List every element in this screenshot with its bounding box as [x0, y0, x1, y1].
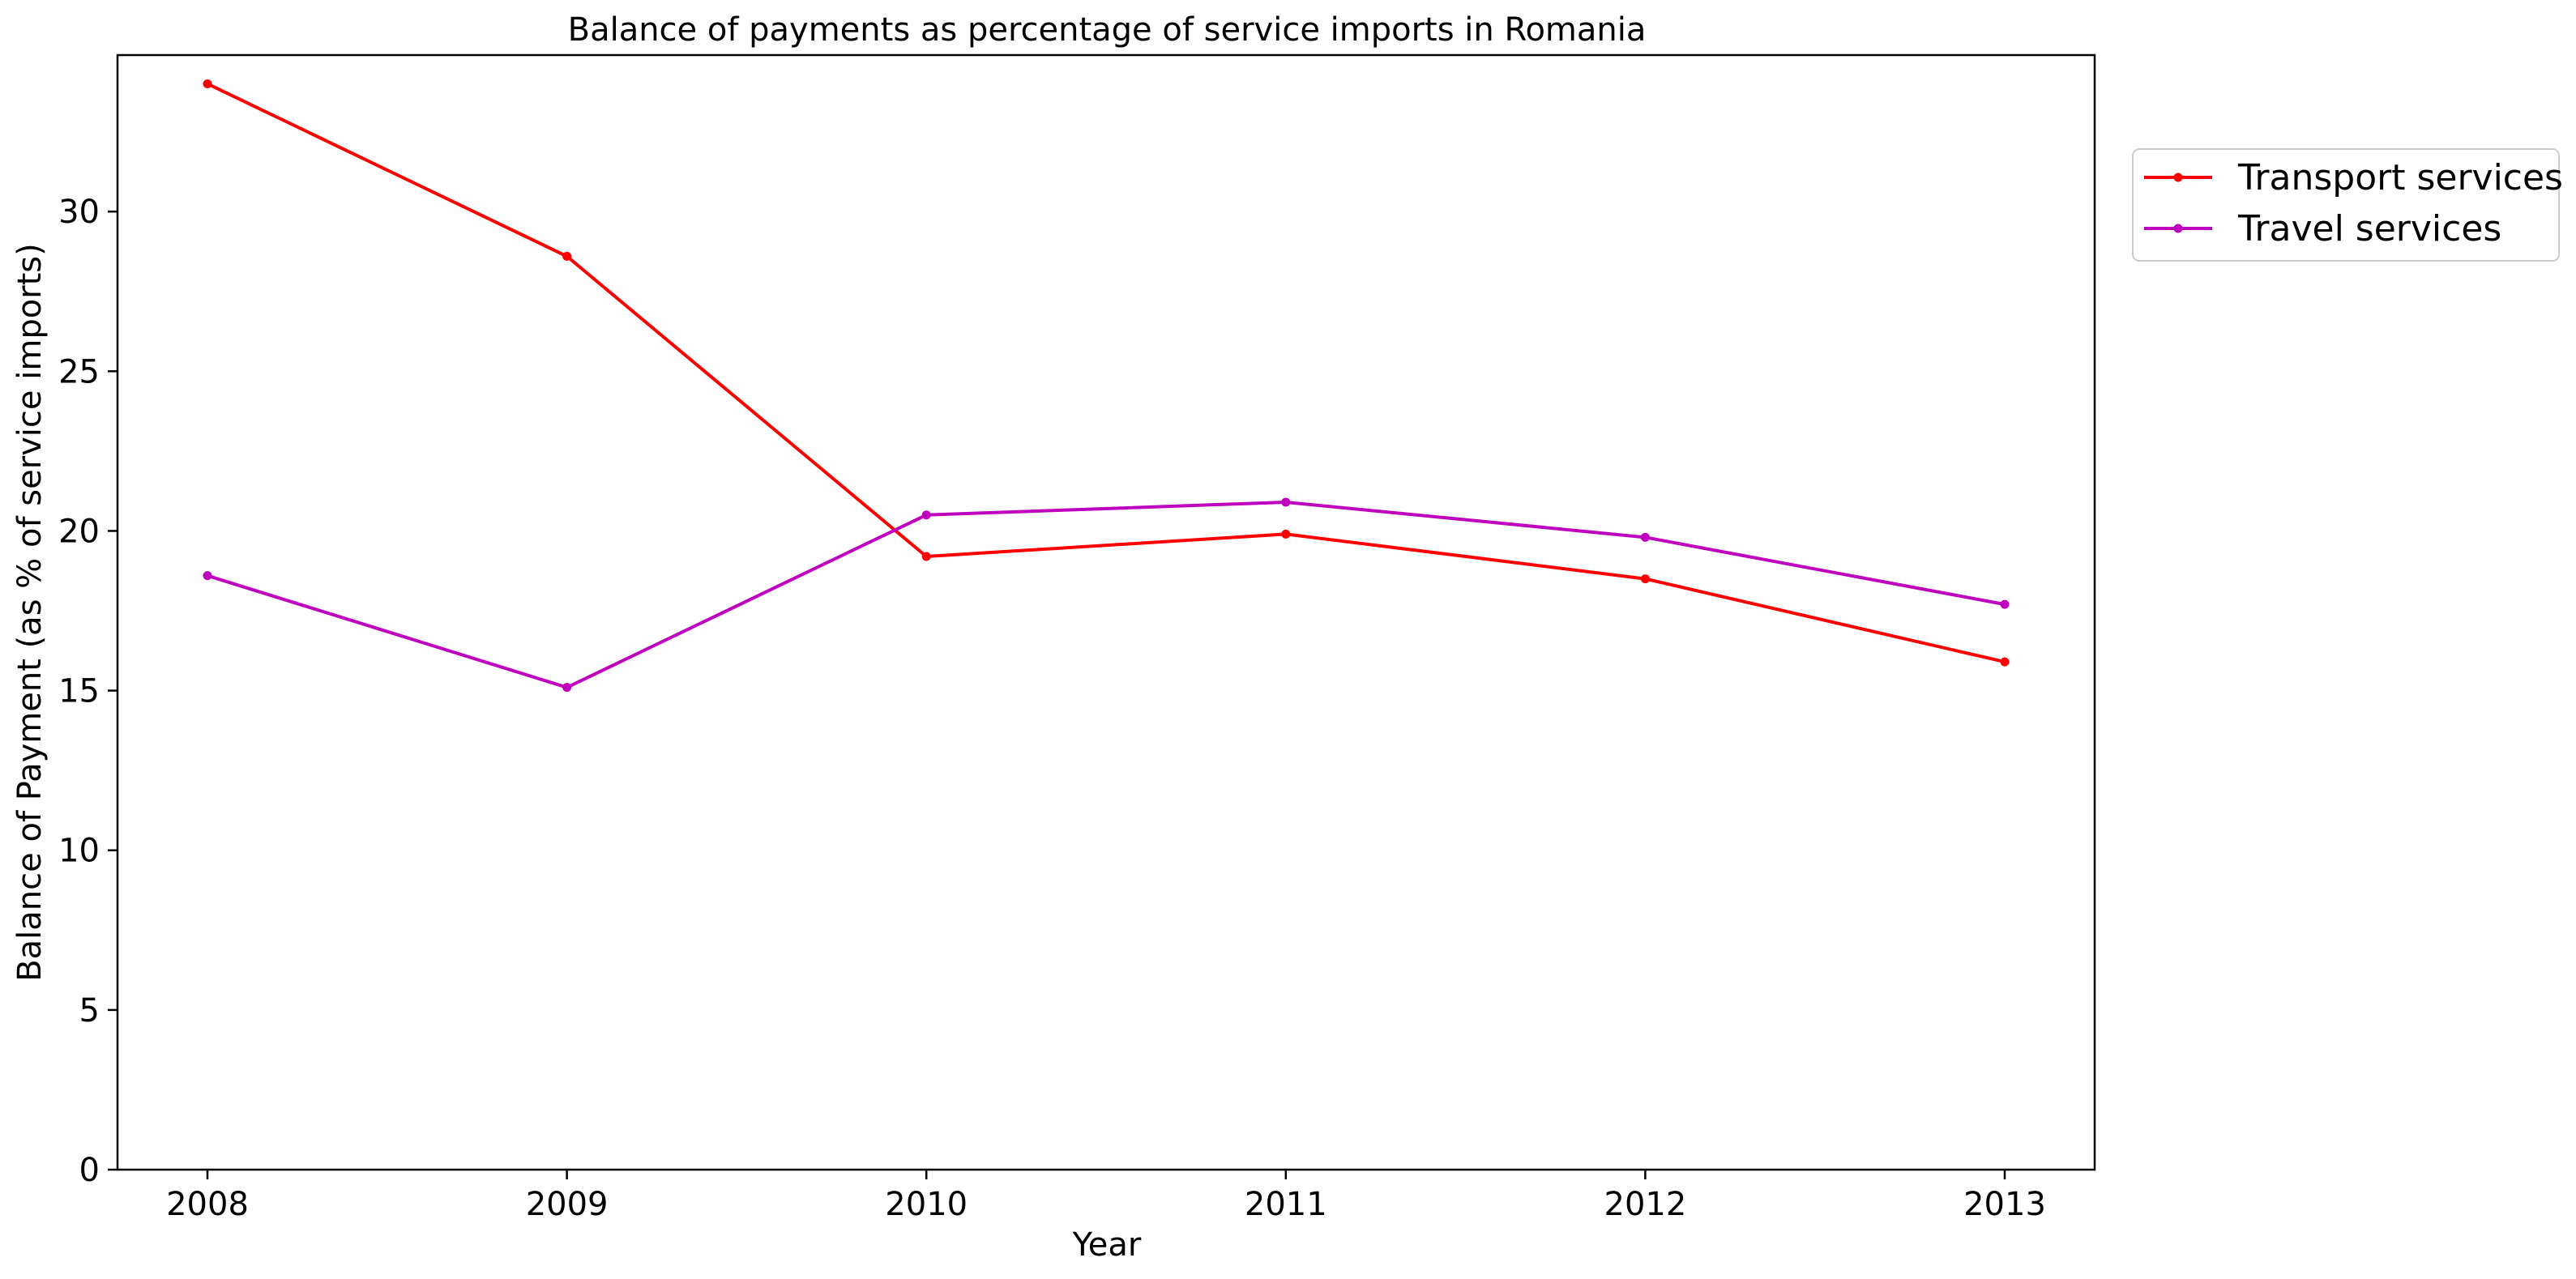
series-layer: [203, 79, 2010, 693]
data-point: [1640, 532, 1650, 542]
series-line: [207, 82, 2006, 664]
data-point: [203, 571, 212, 581]
legend-item: Travel services: [2144, 208, 2501, 249]
y-tick-label: 30: [58, 194, 100, 231]
data-point: [203, 79, 212, 88]
y-axis-label: Balance of Payment (as % of service impo…: [11, 243, 49, 982]
x-tick-label: 2013: [1963, 1186, 2046, 1223]
legend-marker: [2173, 224, 2183, 233]
series-transport-services: [203, 79, 2010, 667]
legend-item: Transport services: [2144, 157, 2563, 198]
y-tick-label: 0: [79, 1152, 100, 1189]
series-travel-services: [203, 497, 2010, 693]
x-axis-label: Year: [1072, 1226, 1142, 1264]
data-point: [1281, 529, 1291, 539]
y-axis: 0 5 10 15 20 25 30: [58, 194, 117, 1189]
legend-label: Transport services: [2237, 157, 2563, 198]
x-tick-label: 2011: [1245, 1186, 1327, 1223]
y-tick-label: 15: [58, 673, 100, 710]
data-point: [2000, 599, 2010, 609]
chart-title: Balance of payments as percentage of ser…: [568, 11, 1647, 49]
data-point: [1281, 497, 1291, 507]
y-tick-label: 10: [58, 833, 100, 870]
plot-area-frame: [116, 53, 2096, 1171]
legend-box: [2132, 148, 2560, 262]
y-tick-label: 25: [58, 353, 100, 390]
data-point: [921, 552, 931, 561]
x-axis: 2008 2009 2010 2011 2012 2013: [166, 1170, 2046, 1223]
series-line: [207, 500, 2006, 689]
x-tick-label: 2010: [885, 1186, 968, 1223]
legend-marker: [2173, 173, 2183, 182]
data-point: [562, 251, 572, 261]
legend: Transport services Travel services: [2132, 148, 2563, 262]
data-point: [921, 510, 931, 520]
y-tick-label: 5: [79, 992, 100, 1030]
data-point: [1640, 574, 1650, 584]
legend-label: Travel services: [2237, 208, 2501, 249]
x-tick-label: 2008: [166, 1186, 249, 1223]
data-point: [2000, 657, 2010, 667]
x-tick-label: 2009: [526, 1186, 609, 1223]
x-tick-label: 2012: [1604, 1186, 1687, 1223]
y-tick-label: 20: [58, 513, 100, 550]
data-point: [562, 683, 572, 693]
